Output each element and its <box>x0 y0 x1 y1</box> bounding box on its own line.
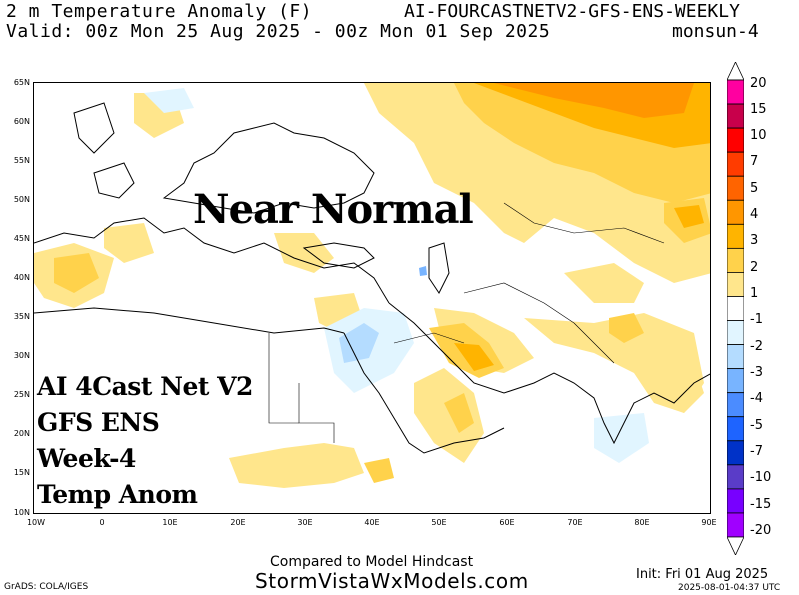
colorbar-cell <box>727 247 744 273</box>
lat-label: 20N <box>13 429 30 438</box>
colorbar <box>727 62 744 555</box>
lat-label: 50N <box>13 195 30 204</box>
lon-label: 10W <box>26 518 46 527</box>
colorbar-cell <box>727 344 744 370</box>
colorbar-cell <box>727 103 744 129</box>
colorbar-cell <box>727 223 744 249</box>
generated-timestamp: 2025-08-01-04:37 UTC <box>678 583 781 593</box>
colorbar-cell <box>727 272 744 297</box>
lat-label: 40N <box>13 273 30 282</box>
model-label-line: GFS ENS <box>37 408 160 437</box>
hindcast-note: Compared to Model Hindcast <box>270 554 474 570</box>
colorbar-label: 1 <box>750 286 759 301</box>
colorbar-label: 20 <box>750 76 767 91</box>
init-time: Init: Fri 01 Aug 2025 <box>636 567 769 582</box>
model-label-line: Week-4 <box>37 444 136 473</box>
colorbar-cell <box>727 127 744 153</box>
lon-label: 80E <box>634 518 650 527</box>
colorbar-cell <box>727 440 744 466</box>
grads-credit: GrADS: COLA/IGES <box>4 582 89 592</box>
colorbar-label: -10 <box>750 470 772 485</box>
lon-label: 40E <box>364 518 380 527</box>
colorbar-cell <box>727 296 744 321</box>
colorbar-label: 7 <box>750 154 759 169</box>
colorbar-label: 4 <box>750 207 759 222</box>
cool-anomaly-strong <box>419 266 427 276</box>
headline-text: Near Normal <box>193 186 474 233</box>
colorbar-label: 15 <box>750 102 767 117</box>
colorbar-cell <box>727 320 744 345</box>
colorbar-label: 10 <box>750 128 767 143</box>
lon-label: 30E <box>297 518 313 527</box>
colorbar-label: 5 <box>750 181 759 196</box>
lon-label: 10E <box>162 518 178 527</box>
model-name: AI-FOURCASTNETV2-GFS-ENS-WEEKLY <box>404 1 740 22</box>
run-label: monsun-4 <box>672 21 759 42</box>
model-label-line: Temp Anom <box>37 480 198 509</box>
colorbar-label: -2 <box>750 339 763 354</box>
borders <box>268 202 665 443</box>
lon-label: 20E <box>230 518 246 527</box>
lon-label: 60E <box>499 518 515 527</box>
colorbar-cells <box>727 62 744 555</box>
colorbar-label: -5 <box>750 418 763 433</box>
colorbar-cell <box>727 512 744 538</box>
lat-label: 15N <box>13 468 30 477</box>
lon-label: 50E <box>431 518 447 527</box>
site-name[interactable]: StormVistaWxModels.com <box>255 569 529 593</box>
lon-label: 0 <box>99 518 105 527</box>
anomaly-map <box>33 82 711 514</box>
colorbar-label: -1 <box>750 312 763 327</box>
lat-label: 10N <box>13 508 30 517</box>
lat-label: 30N <box>13 351 30 360</box>
colorbar-cell <box>727 175 744 201</box>
lat-label: 45N <box>13 234 30 243</box>
colorbar-label: -4 <box>750 391 763 406</box>
colorbar-label: -3 <box>750 365 763 380</box>
colorbar-cell <box>727 199 744 225</box>
model-label-line: AI 4Cast Net V2 <box>37 372 253 401</box>
cool-anomaly-medium <box>339 323 379 363</box>
colorbar-cell <box>727 416 744 442</box>
colorbar-bottom-arrow <box>727 536 744 555</box>
colorbar-top-arrow <box>727 62 744 81</box>
lon-label: 70E <box>567 518 583 527</box>
warm-anomaly-very-strong <box>494 83 694 118</box>
colorbar-label: 3 <box>750 233 759 248</box>
colorbar-cell <box>727 79 744 105</box>
colorbar-cell <box>727 368 744 394</box>
colorbar-cell <box>727 464 744 490</box>
lon-label: 90E <box>701 518 717 527</box>
valid-period: Valid: 00z Mon 25 Aug 2025 - 00z Mon 01 … <box>6 21 551 42</box>
lat-label: 65N <box>13 78 30 87</box>
lat-label: 35N <box>13 312 30 321</box>
coastlines <box>34 102 710 454</box>
map-shading <box>34 83 710 488</box>
lat-label: 55N <box>13 156 30 165</box>
colorbar-label: -7 <box>750 444 763 459</box>
colorbar-label: -15 <box>750 497 772 512</box>
colorbar-label: 2 <box>750 260 759 275</box>
colorbar-cell <box>727 488 744 514</box>
lat-label: 25N <box>13 390 30 399</box>
colorbar-label: -20 <box>750 523 772 538</box>
lat-label: 60N <box>13 117 30 126</box>
map-title: 2 m Temperature Anomaly (F) <box>6 1 313 22</box>
colorbar-cell <box>727 151 744 177</box>
colorbar-cell <box>727 392 744 418</box>
